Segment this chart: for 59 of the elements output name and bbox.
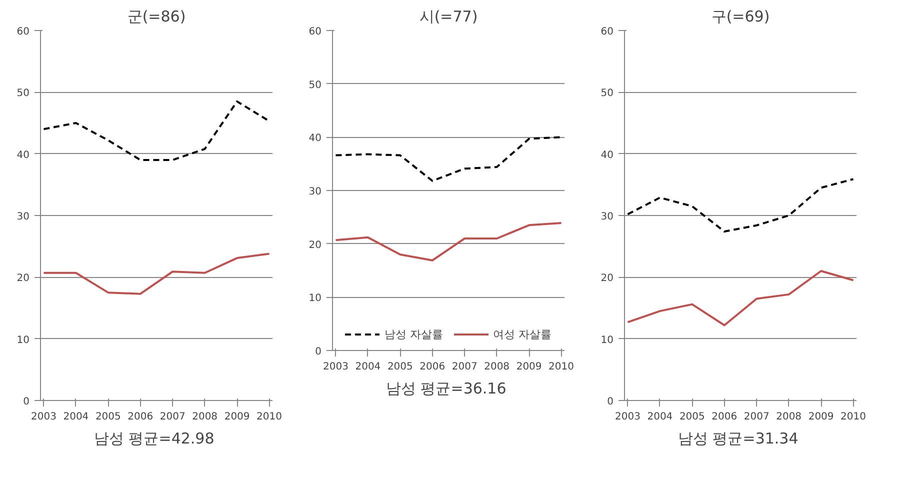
- y-tick-label: 50: [308, 80, 322, 91]
- x-tick-label: 2003: [323, 362, 348, 372]
- y-tick-label: 50: [16, 88, 30, 100]
- x-tick-label: 2008: [776, 412, 802, 422]
- x-tick-label: 2004: [63, 412, 89, 422]
- x-tick-label: 2010: [548, 362, 574, 372]
- y-tick-label: 60: [600, 26, 614, 38]
- chart-title: 구(=69): [711, 8, 770, 26]
- x-tick-label: 2009: [516, 362, 542, 372]
- y-tick-label: 30: [308, 186, 322, 198]
- x-tick-label: 2004: [355, 362, 381, 372]
- y-tick-label: 10: [16, 334, 30, 346]
- x-tick-label: 2008: [192, 412, 218, 422]
- x-tick-label: 2010: [256, 412, 282, 422]
- x-tick-label: 2003: [615, 412, 640, 422]
- y-tick-label: 60: [16, 26, 30, 38]
- y-tick-label: 20: [16, 273, 30, 284]
- y-tick-label: 0: [607, 396, 614, 408]
- x-tick-label: 2009: [808, 412, 834, 422]
- x-tick-label: 2009: [224, 412, 250, 422]
- x-tick-label: 2006: [712, 412, 738, 422]
- y-tick-label: 0: [315, 346, 322, 358]
- chart-title: 군(=86): [127, 8, 186, 26]
- x-tick-label: 2005: [95, 412, 121, 422]
- x-tick-label: 2007: [452, 362, 478, 372]
- x-tick-label: 2010: [840, 412, 866, 422]
- legend-label: 남성 자살률: [384, 326, 443, 342]
- y-tick-label: 30: [600, 212, 614, 222]
- y-tick-label: 10: [600, 334, 614, 346]
- text: 남성 평균=42.98: [94, 430, 214, 448]
- line-series: [334, 222, 562, 262]
- y-tick-label: 0: [23, 396, 30, 408]
- x-tick-label: 2004: [647, 412, 673, 422]
- x-tick-label: 2006: [420, 362, 446, 372]
- line-series: [626, 178, 854, 233]
- y-tick-label: 10: [308, 293, 322, 304]
- y-tick-label: 40: [600, 150, 614, 161]
- chart-title: 시(=77): [419, 8, 478, 26]
- x-tick-label: 2005: [387, 362, 413, 372]
- x-tick-label: 2005: [679, 412, 705, 422]
- y-tick-label: 40: [16, 150, 30, 161]
- line-series: [334, 136, 562, 182]
- y-tick-label: 20: [600, 273, 614, 284]
- y-tick-label: 40: [308, 133, 322, 144]
- x-tick-label: 2007: [744, 412, 770, 422]
- legend-label: 여성 자살률: [493, 326, 552, 342]
- line-series: [42, 252, 270, 295]
- y-tick-label: 50: [600, 88, 614, 100]
- y-tick-label: 20: [308, 240, 322, 251]
- y-tick-label: 60: [308, 26, 322, 38]
- text: 남성 평균=31.34: [678, 430, 798, 448]
- x-tick-label: 2006: [128, 412, 154, 422]
- line-series: [626, 270, 854, 326]
- y-tick-label: 30: [16, 212, 30, 222]
- text: 남성 평균=36.16: [386, 380, 506, 398]
- x-tick-label: 2008: [484, 362, 510, 372]
- line-series: [42, 100, 270, 161]
- x-tick-label: 2007: [160, 412, 186, 422]
- x-tick-label: 2003: [31, 412, 56, 422]
